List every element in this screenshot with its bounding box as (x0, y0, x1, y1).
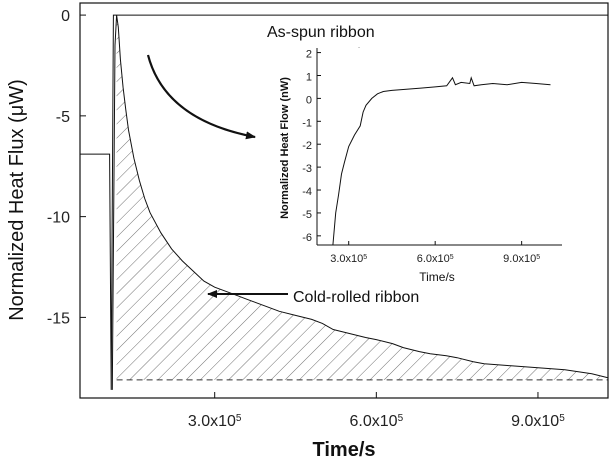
as-spun-series-line (80, 14, 608, 390)
main-y-axis-title: Normalized Heat Flux (μW) (6, 79, 28, 321)
cold-rolled-hatched-area (116, 15, 608, 380)
inset-y-tick-label: 0 (306, 94, 312, 106)
main-y-tick-label: 0 (61, 8, 70, 25)
main-y-tick-label: -10 (47, 210, 70, 227)
inset-x-tick-label: 6.0x105 (417, 253, 454, 265)
curved-arrow-to-inset (146, 54, 256, 140)
inset-x-tick-label: 9.0x105 (503, 253, 540, 265)
inset-y-tick-label: -1 (302, 117, 312, 129)
inset-x-axis: 3.0x105 6.0x105 9.0x105 (330, 241, 540, 265)
cold-rolled-annotation: Cold-rolled ribbon (293, 289, 419, 306)
inset-background (317, 48, 562, 245)
inset-y-tick-label: -3 (302, 163, 312, 175)
inset-series-line (332, 76, 551, 245)
as-spun-annotation: As-spun ribbon (267, 24, 375, 41)
main-y-axis: 0 -5 -10 -15 (47, 8, 86, 327)
main-x-tick-label: 3.0x105 (188, 413, 242, 431)
inset-x-axis-title: Time/s (419, 270, 455, 284)
main-y-tick-label: -15 (47, 310, 70, 327)
main-y-tick-label: -5 (56, 109, 70, 126)
main-x-axis-title: Time/s (313, 439, 376, 461)
main-x-axis: 3.0x105 6.0x105 9.0x105 (188, 392, 565, 430)
inset-x-tick-label: 3.0x105 (330, 253, 367, 265)
main-x-tick-label: 6.0x105 (350, 413, 404, 431)
main-plot-frame (79, 2, 609, 399)
inset-y-tick-label: -2 (302, 140, 312, 152)
inset-y-tick-label: -5 (302, 209, 312, 221)
inset-y-tick-label: 1 (306, 71, 312, 83)
inset-y-tick-label: -6 (302, 232, 312, 244)
inset-chart: 2 1 0 -1 -2 -3 -4 -5 -6 3.0x105 6.0x105 9.0x105 Ti… (279, 48, 562, 284)
inset-y-tick-label: 2 (306, 49, 312, 61)
cold-rolled-series-line (111, 15, 608, 390)
main-chart: 0-5-10-15 3.0x105 6.0x105 9.0x105 Time/s N… (6, 2, 609, 461)
inset-y-axis-title: Normalized Heat Flow (nW) (279, 77, 291, 219)
main-x-tick-label: 9.0x105 (511, 413, 565, 431)
inset-y-tick-label: -4 (302, 186, 312, 198)
inset-y-axis: 2 1 0 -1 -2 -3 -4 -5 -6 (302, 49, 321, 244)
